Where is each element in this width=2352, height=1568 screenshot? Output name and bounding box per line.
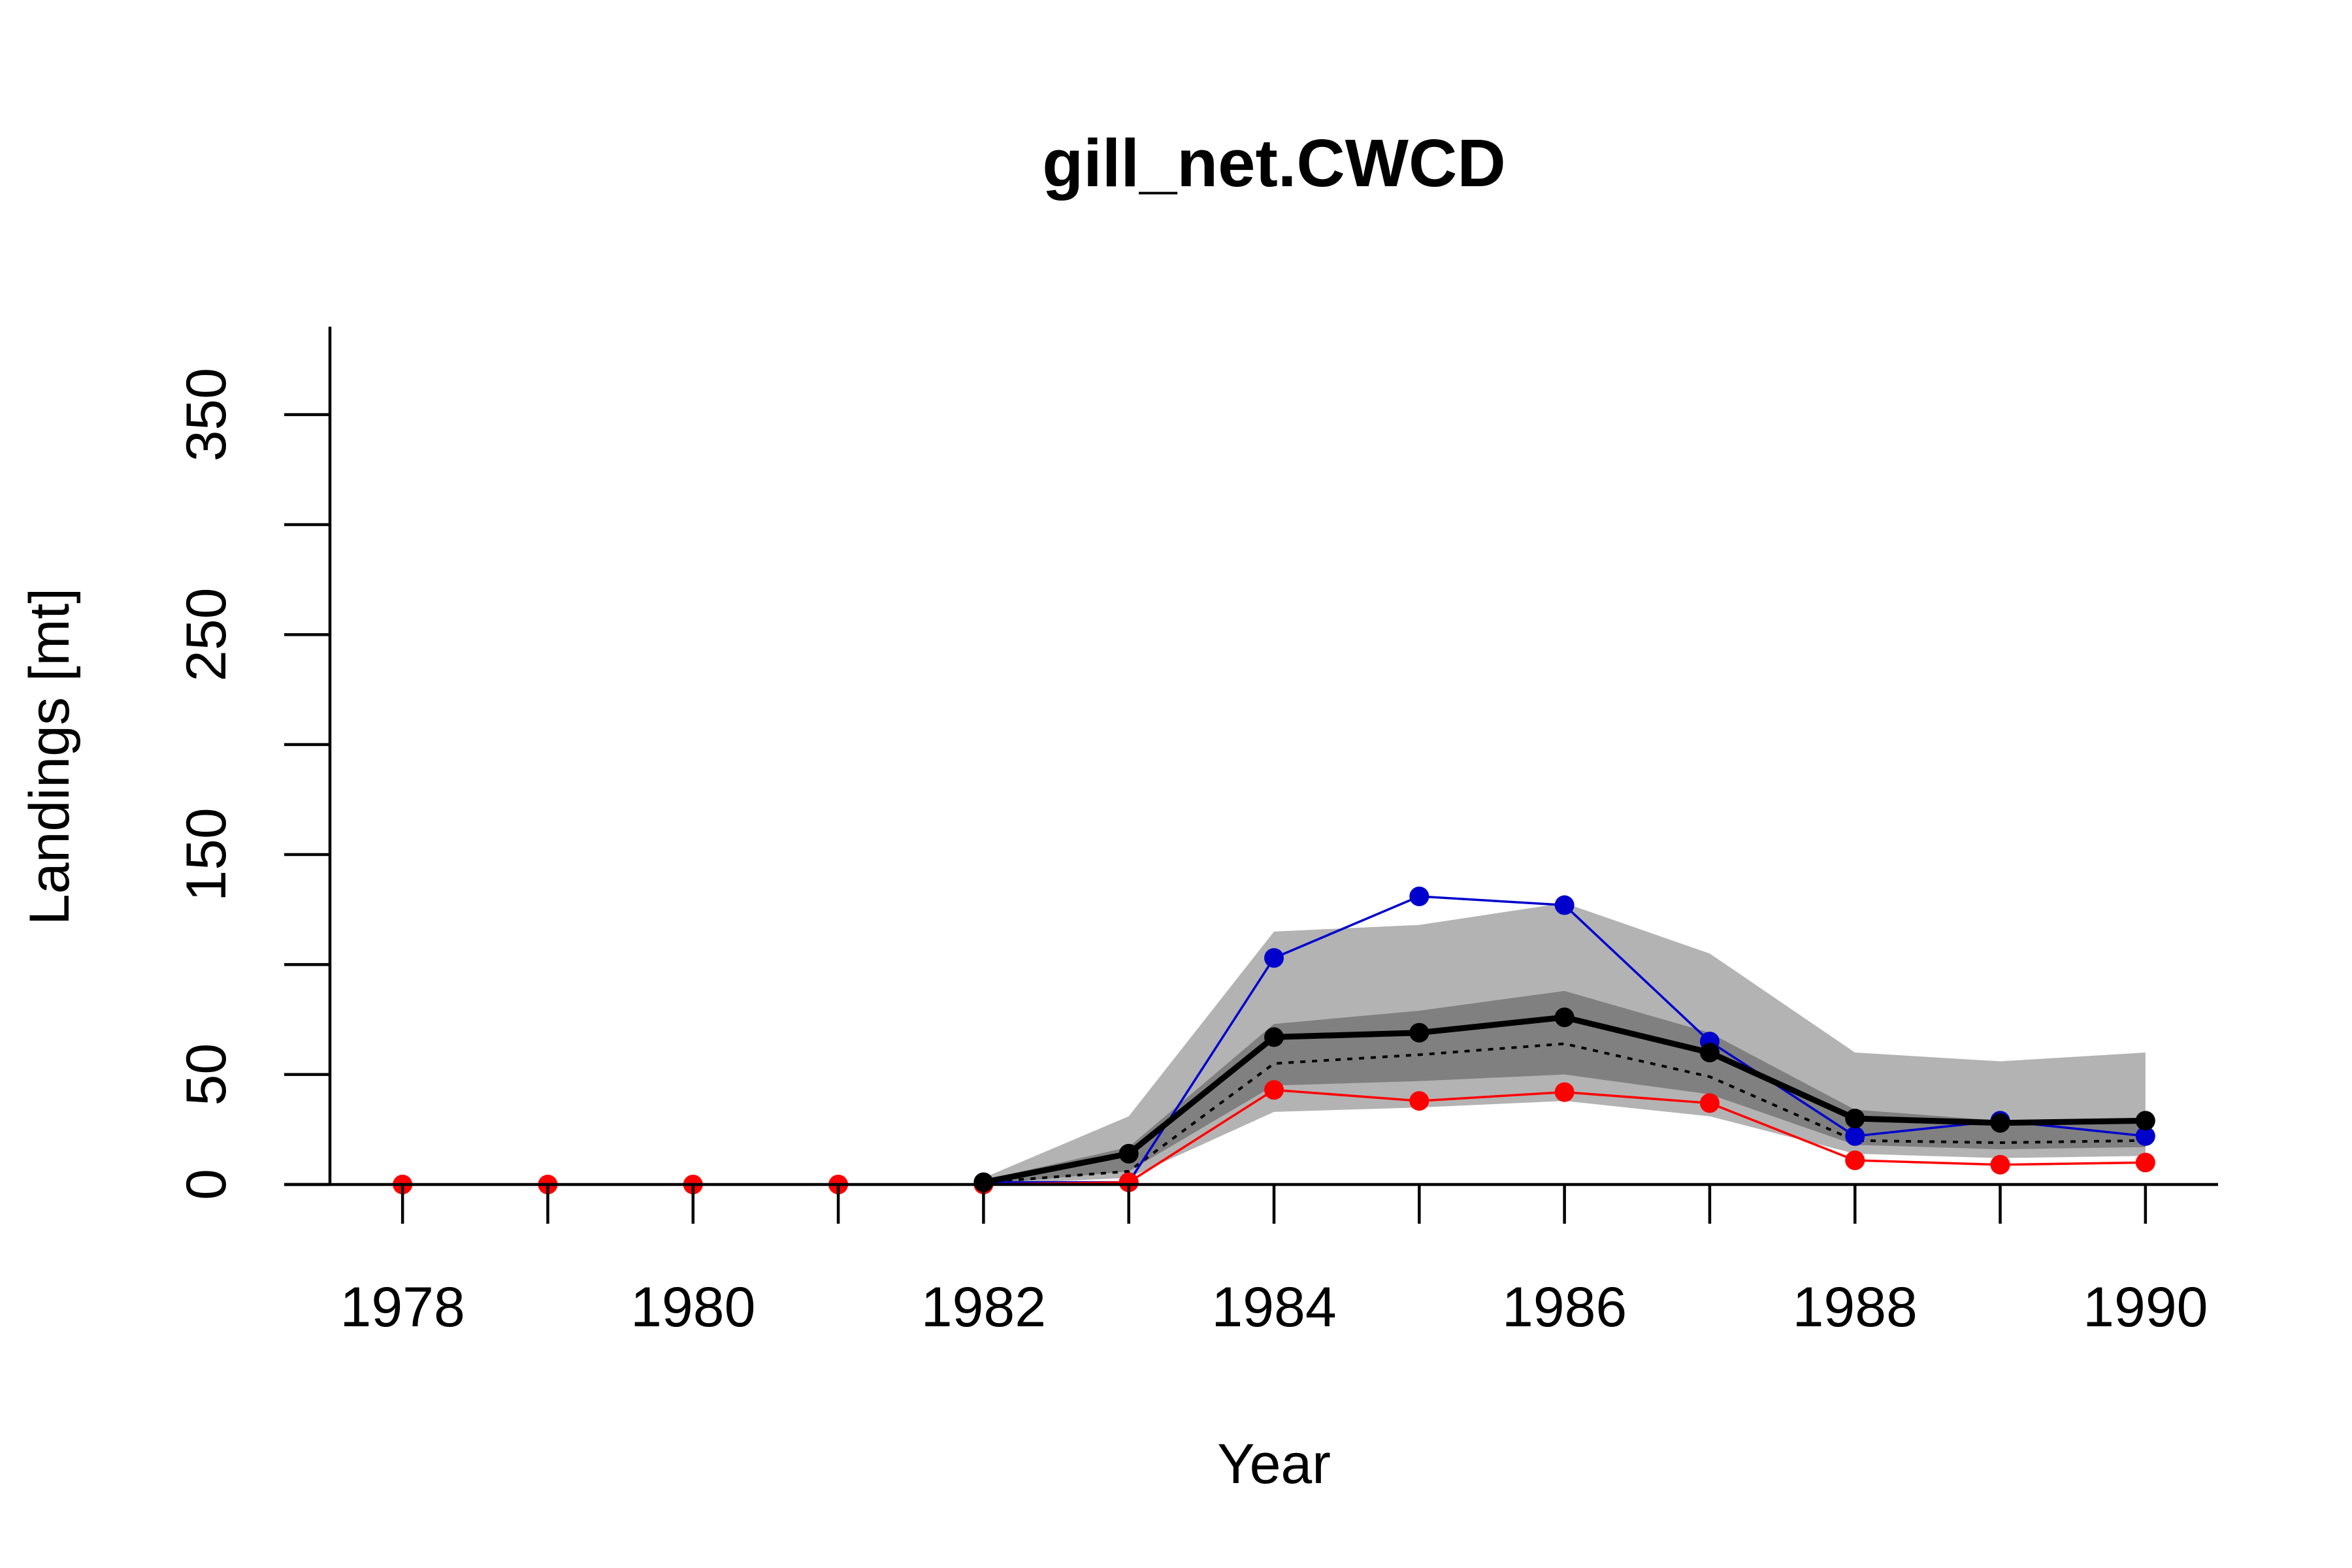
x-tick-label: 1984 xyxy=(1211,1276,1336,1339)
series-3-point xyxy=(1409,1091,1429,1111)
series-4-point xyxy=(1845,1109,1865,1128)
x-tick-label: 1986 xyxy=(1502,1276,1627,1339)
series-4-point xyxy=(1409,1022,1429,1043)
y-tick-label: 350 xyxy=(175,368,238,462)
y-tick-label: 150 xyxy=(175,808,238,902)
series-3-point xyxy=(2135,1152,2155,1173)
y-tick-label: 0 xyxy=(175,1169,238,1200)
y-tick-label: 50 xyxy=(175,1043,238,1106)
series-4-point xyxy=(1990,1113,2010,1133)
series-2-point xyxy=(2135,1126,2155,1146)
x-tick-label: 1982 xyxy=(921,1276,1046,1339)
y-tick-label: 250 xyxy=(175,588,238,681)
series-2-point xyxy=(1409,886,1429,906)
x-tick-label: 1980 xyxy=(630,1276,755,1339)
x-tick-label: 1990 xyxy=(2083,1276,2208,1339)
series-4-point xyxy=(1264,1027,1284,1047)
series-3-point xyxy=(1699,1093,1720,1113)
series-4-point xyxy=(1699,1043,1720,1062)
series-4-point xyxy=(2135,1111,2155,1131)
series-4-point xyxy=(973,1172,994,1192)
series-layer xyxy=(393,886,2155,1194)
x-tick-label: 1978 xyxy=(340,1276,465,1339)
series-2-point xyxy=(1845,1126,1865,1146)
y-axis-label: Landings [mt] xyxy=(18,588,81,925)
x-tick-label: 1988 xyxy=(1793,1276,1918,1339)
series-3-point xyxy=(1990,1154,2010,1175)
series-3-point xyxy=(1554,1082,1575,1102)
series-3-point xyxy=(1264,1080,1284,1100)
x-axis: 1978 1980 1982 1984 1986 1988 1990 xyxy=(284,1183,2218,1339)
series-3-point xyxy=(1119,1172,1139,1192)
series-2-point xyxy=(1554,895,1575,915)
series-4-point xyxy=(1119,1143,1139,1164)
y-axis: 0 50 150 250 350 xyxy=(175,327,332,1200)
series-2-point xyxy=(1264,948,1284,968)
series-3-point xyxy=(1845,1150,1865,1170)
series-4-point xyxy=(1554,1007,1575,1028)
bands-layer xyxy=(983,903,2146,1184)
chart-title: gill_net.CWCD xyxy=(1042,125,1506,201)
x-axis-label: Year xyxy=(1217,1433,1331,1495)
